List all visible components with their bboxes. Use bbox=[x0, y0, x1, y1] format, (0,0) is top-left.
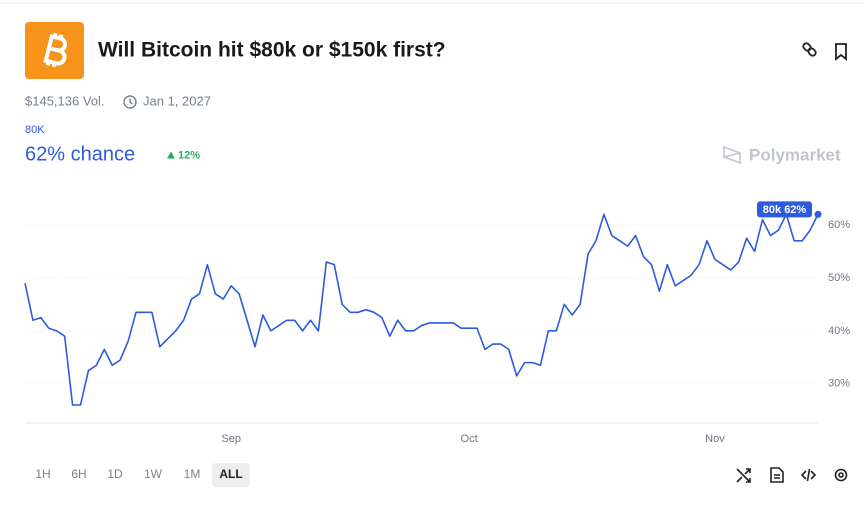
x-tick-label: Nov bbox=[705, 433, 725, 445]
outcome-name: 80K bbox=[25, 124, 45, 136]
doc-icon[interactable] bbox=[770, 467, 784, 483]
brand: Polymarket bbox=[749, 145, 841, 164]
chance: 62% chance bbox=[25, 143, 135, 165]
timeframe-button[interactable]: 6H bbox=[71, 467, 86, 481]
plot: 30% 40% 50% 60% Sep Oct Nov 80k 62% bbox=[24, 201, 850, 445]
timeframe-button[interactable]: ALL bbox=[219, 467, 242, 481]
y-tick-label: 50% bbox=[828, 272, 850, 284]
market-title: Will Bitcoin hit $80k or $150k first? bbox=[98, 39, 446, 62]
shuffle-icon[interactable] bbox=[736, 468, 751, 483]
link-icon[interactable] bbox=[802, 42, 817, 57]
up-arrow bbox=[167, 151, 175, 159]
settings-icon-center bbox=[838, 472, 844, 478]
bookmark-icon[interactable] bbox=[835, 43, 847, 61]
timeframe-button[interactable]: 1M bbox=[184, 467, 201, 481]
embed-icon[interactable] bbox=[800, 468, 817, 482]
timeframe-button[interactable]: 1D bbox=[107, 467, 123, 481]
toolbar bbox=[736, 467, 848, 483]
end-label: 80k 62% bbox=[763, 204, 807, 216]
end-label-bg bbox=[757, 201, 812, 218]
y-tick-label: 30% bbox=[828, 378, 850, 390]
y-tick-label: 60% bbox=[828, 219, 850, 231]
timeframes: 1H 6H 1D 1W 1M ALL bbox=[35, 463, 250, 487]
settings-icon[interactable] bbox=[834, 468, 848, 482]
brand-logo bbox=[723, 145, 741, 165]
end-point bbox=[814, 210, 822, 218]
end-date: Jan 1, 2027 bbox=[143, 93, 211, 108]
y-tick-label: 40% bbox=[828, 325, 850, 337]
timeframe-button[interactable]: 1W bbox=[144, 467, 163, 481]
volume: $145,136 Vol. bbox=[25, 93, 105, 108]
change: 12% bbox=[178, 149, 200, 161]
timeframe-button[interactable]: 1H bbox=[35, 467, 50, 481]
bitcoin-glyph bbox=[43, 32, 68, 68]
x-tick-label: Sep bbox=[221, 433, 241, 445]
clock-icon bbox=[123, 95, 137, 109]
timeframe-selected-bg bbox=[212, 463, 250, 487]
line bbox=[24, 213, 819, 406]
x-tick-label: Oct bbox=[461, 433, 478, 445]
